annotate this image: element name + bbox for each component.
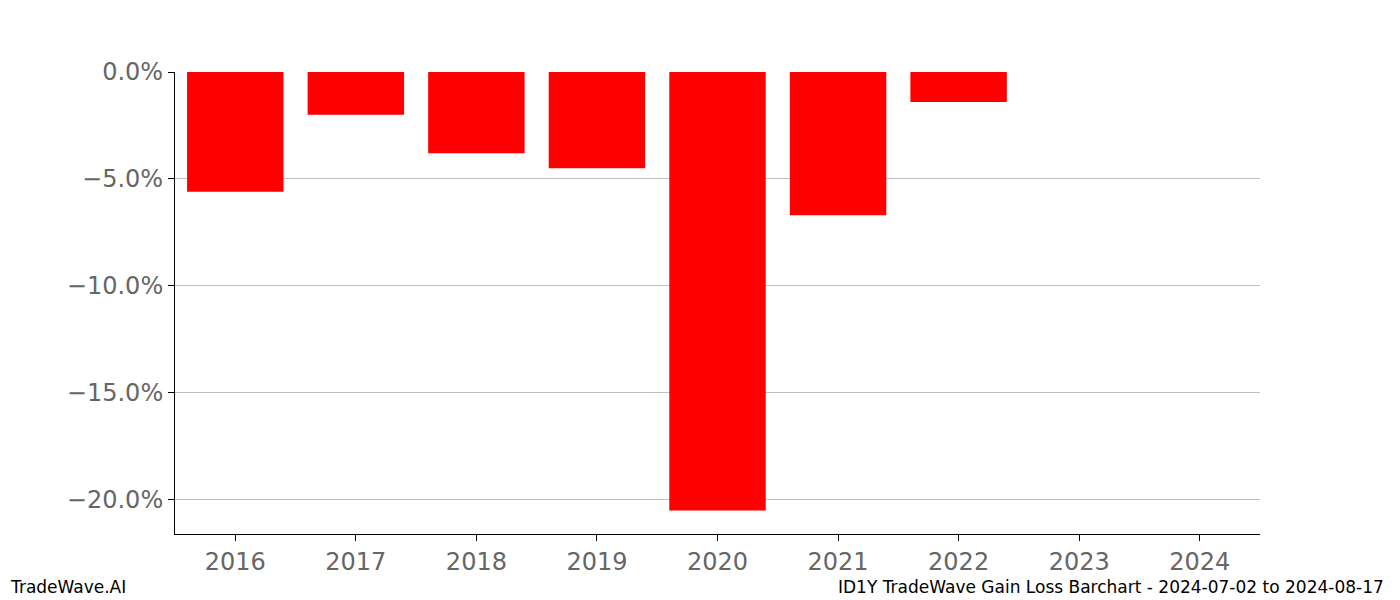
- svg-text:−15.0%: −15.0%: [67, 379, 163, 407]
- svg-text:−5.0%: −5.0%: [82, 165, 163, 193]
- svg-text:2017: 2017: [325, 548, 386, 576]
- svg-text:0.0%: 0.0%: [102, 58, 163, 86]
- svg-text:TradeWave.AI: TradeWave.AI: [10, 577, 126, 597]
- svg-text:2016: 2016: [205, 548, 266, 576]
- svg-text:2022: 2022: [928, 548, 989, 576]
- svg-text:2018: 2018: [446, 548, 507, 576]
- svg-text:−20.0%: −20.0%: [67, 486, 163, 514]
- svg-text:2020: 2020: [687, 548, 748, 576]
- svg-text:2023: 2023: [1049, 548, 1110, 576]
- svg-text:2021: 2021: [808, 548, 869, 576]
- svg-text:−10.0%: −10.0%: [67, 272, 163, 300]
- svg-text:2024: 2024: [1169, 548, 1230, 576]
- svg-text:2019: 2019: [566, 548, 627, 576]
- svg-text:ID1Y TradeWave Gain Loss Barch: ID1Y TradeWave Gain Loss Barchart - 2024…: [838, 577, 1384, 597]
